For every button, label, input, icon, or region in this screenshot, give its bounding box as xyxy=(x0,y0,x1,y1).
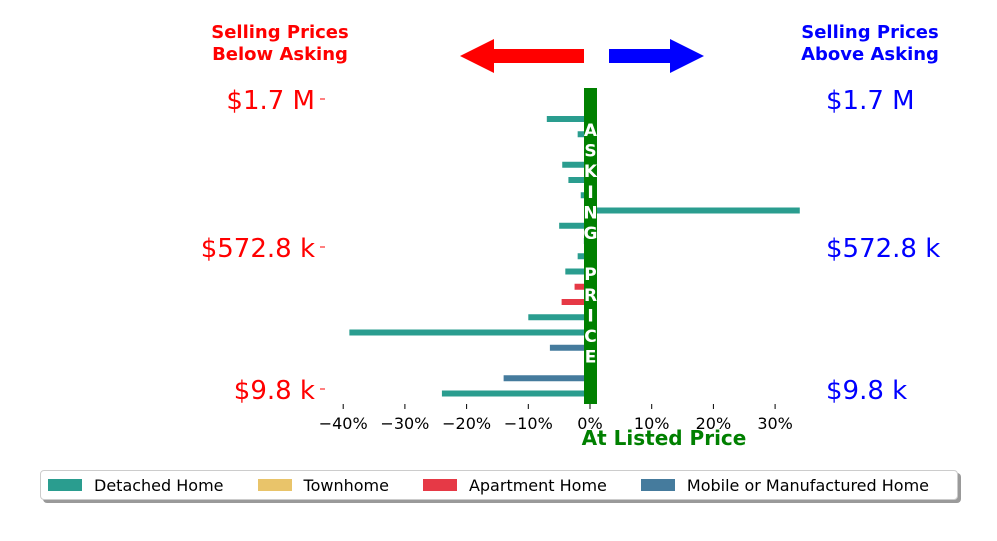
legend-item-apartment-home: Apartment Home xyxy=(422,475,607,495)
asking-letter-6: G xyxy=(584,224,598,244)
x-tick-label-7: 20% xyxy=(696,414,732,433)
bar-14 xyxy=(528,314,590,321)
asking-letter-9: R xyxy=(584,286,597,306)
bar-2 xyxy=(577,131,590,138)
legend-label-mobile-home: Mobile or Manufactured Home xyxy=(686,475,930,495)
x-tick-label-3: −20% xyxy=(442,414,491,433)
legend-swatch-apartment-home xyxy=(422,479,457,491)
left-header-line-2: Below Asking xyxy=(212,44,348,65)
y-tick-label-right-mid: $572.8 k xyxy=(826,234,940,264)
legend-swatch-townhome xyxy=(257,479,292,491)
legend-swatch-mobile-home xyxy=(640,479,675,491)
legend-label-townhome: Townhome xyxy=(303,475,389,495)
legend-item-mobile-home: Mobile or Manufactured Home xyxy=(640,475,930,495)
legend: Detached Home Townhome Apartment Home Mo… xyxy=(40,470,958,500)
x-tick-label-8: 30% xyxy=(757,414,793,433)
asking-letter-10: I xyxy=(587,306,593,326)
x-tick-label-6: 10% xyxy=(634,414,670,433)
above-asking-arrow-icon xyxy=(609,39,704,73)
asking-letter-11: C xyxy=(584,327,596,347)
asking-letter-8: P xyxy=(584,265,596,285)
asking-price-band xyxy=(584,88,597,404)
bar-15 xyxy=(349,329,590,336)
bars xyxy=(349,116,800,397)
x-tick-label-1: −40% xyxy=(319,414,368,433)
right-header-line-1: Selling Prices xyxy=(801,22,938,43)
bar-11 xyxy=(565,268,590,275)
x-tick-label-2: −30% xyxy=(380,414,429,433)
asking-letter-2: S xyxy=(584,142,596,162)
bar-18 xyxy=(503,375,590,382)
x-axis: −40% −30% −20% −10% 0% 10% 20% 30% xyxy=(319,404,793,433)
bar-12 xyxy=(574,283,590,290)
left-header-line-1: Selling Prices xyxy=(211,22,348,43)
bar-5 xyxy=(568,177,590,183)
x-axis-label: At Listed Price xyxy=(582,426,747,450)
bar-8 xyxy=(559,222,590,229)
y-tick-label-left-bottom: $9.8 k xyxy=(234,376,315,406)
bar-7 xyxy=(590,207,800,214)
below-asking-arrow-icon xyxy=(460,39,584,73)
asking-letter-1: A xyxy=(584,121,598,141)
right-header-line-2: Above Asking xyxy=(801,44,939,65)
bar-19 xyxy=(441,390,590,397)
y-tick-label-left-mid: $572.8 k xyxy=(201,234,315,264)
bar-10 xyxy=(577,253,590,260)
y-tick-label-right-top: $1.7 M xyxy=(826,86,915,116)
bar-1 xyxy=(546,116,590,122)
legend-label-apartment-home: Apartment Home xyxy=(468,475,607,495)
legend-label-detached-home: Detached Home xyxy=(94,475,224,495)
asking-letter-5: N xyxy=(583,203,597,223)
bar-4 xyxy=(562,161,590,168)
legend-item-detached-home: Detached Home xyxy=(48,476,224,495)
y-tick-label-left-top: $1.7 M xyxy=(226,86,315,116)
x-tick-label-4: −10% xyxy=(504,414,553,433)
asking-letter-12: E xyxy=(585,348,597,368)
legend-swatch-detached-home xyxy=(48,479,82,491)
asking-letter-4: I xyxy=(587,183,593,203)
x-tick-label-5: 0% xyxy=(577,414,602,433)
bar-13 xyxy=(561,299,590,305)
y-tick-label-right-bottom: $9.8 k xyxy=(826,376,907,406)
legend-item-townhome: Townhome xyxy=(257,475,389,495)
bar-16 xyxy=(549,344,590,351)
asking-letter-3: K xyxy=(584,162,598,182)
